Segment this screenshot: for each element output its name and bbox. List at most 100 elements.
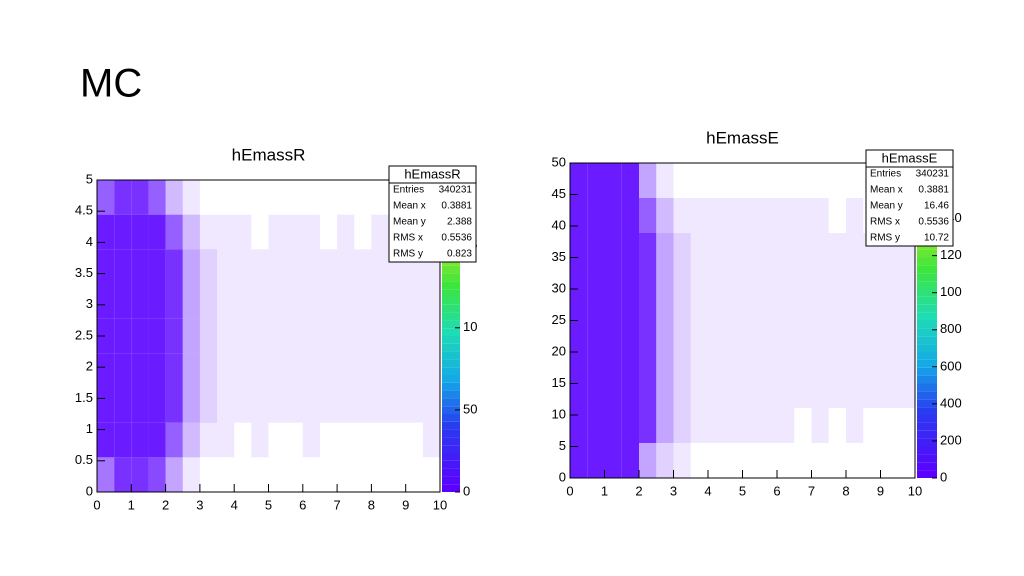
cell [846, 338, 864, 373]
z-tick-label: 600 [940, 358, 962, 373]
x-tick-label: 10 [433, 497, 447, 512]
cell [863, 268, 881, 303]
cell [656, 233, 674, 268]
x-tick-label: 3 [196, 497, 203, 512]
cell [897, 373, 915, 408]
cell [673, 338, 691, 373]
cell [148, 422, 166, 458]
stats-value: 10.72 [924, 233, 949, 244]
cell [302, 353, 320, 388]
stats-label: Mean x [870, 185, 903, 196]
x-tick-label: 10 [908, 483, 922, 498]
cell [251, 388, 269, 423]
colorbar-step [917, 320, 937, 329]
cell [285, 214, 303, 250]
cell [165, 214, 183, 250]
cell [587, 303, 605, 338]
cell [656, 163, 674, 198]
cell [828, 373, 846, 408]
y-tick-label: 0 [559, 469, 566, 484]
cell [742, 198, 760, 233]
stats-box [865, 149, 954, 247]
colorbar-step [442, 273, 460, 282]
y-tick-label: 50 [552, 154, 566, 169]
cell [587, 268, 605, 303]
cell [199, 249, 218, 284]
cell [777, 303, 795, 338]
cell [182, 249, 200, 284]
cell [759, 408, 777, 443]
colorbar-step [442, 398, 460, 407]
colorbar-step [917, 454, 937, 463]
cell [828, 338, 846, 373]
y-tick-label: 5 [86, 171, 93, 186]
y-tick-label: 3.5 [75, 265, 93, 280]
colorbar-step [917, 399, 937, 408]
cell [165, 457, 183, 492]
cell [811, 268, 829, 303]
cell [131, 422, 149, 458]
cell [114, 422, 132, 458]
cell [708, 268, 726, 303]
cell [405, 353, 423, 388]
cell [148, 318, 166, 354]
stats-label: RMS x [393, 233, 423, 244]
cell [759, 268, 777, 303]
cell [846, 233, 864, 268]
stats-label: RMS y [870, 233, 900, 244]
cell [621, 268, 639, 303]
y-tick-label: 5 [559, 438, 566, 453]
cell [604, 373, 622, 408]
x-tick-label: 8 [368, 497, 375, 512]
cell [97, 180, 115, 215]
cell [639, 233, 657, 268]
cell [354, 284, 372, 319]
cell [846, 408, 864, 443]
cell [114, 457, 132, 492]
cell [759, 303, 777, 338]
cell [234, 284, 252, 319]
cell [302, 249, 320, 284]
cell [880, 373, 898, 408]
cell [131, 353, 149, 388]
colorbar-step [917, 375, 937, 384]
colorbar-step [917, 383, 937, 392]
y-tick-label: 25 [552, 312, 566, 327]
cell [217, 214, 235, 250]
colorbar-step [442, 468, 460, 477]
cell [673, 268, 691, 303]
cell [639, 408, 657, 443]
cell [337, 353, 355, 388]
cell [217, 422, 235, 458]
cell [587, 163, 605, 198]
cell [217, 353, 235, 388]
stats-value: 0.823 [447, 249, 472, 260]
cell [604, 233, 622, 268]
cell [182, 180, 200, 215]
colorbar-step [442, 265, 460, 274]
cell [302, 318, 320, 354]
cell [759, 373, 777, 408]
cell [182, 284, 200, 319]
cell [165, 318, 183, 354]
cell [690, 373, 708, 408]
stats-label: Mean y [870, 201, 903, 212]
x-tick-label: 5 [739, 483, 746, 498]
cell [182, 457, 200, 492]
cell [371, 249, 389, 284]
stats-value: 340231 [916, 169, 950, 180]
colorbar-step [917, 289, 937, 297]
cell [182, 388, 200, 423]
cell [587, 373, 605, 408]
cell [302, 214, 320, 250]
cell [182, 353, 200, 388]
cell [656, 443, 674, 478]
cell [690, 303, 708, 338]
cell [131, 214, 149, 250]
cell [673, 303, 691, 338]
x-tick-label: 6 [299, 497, 306, 512]
cell [354, 353, 372, 388]
cell [811, 373, 829, 408]
colorbar-step [442, 343, 460, 352]
colorbar-step [442, 359, 460, 368]
